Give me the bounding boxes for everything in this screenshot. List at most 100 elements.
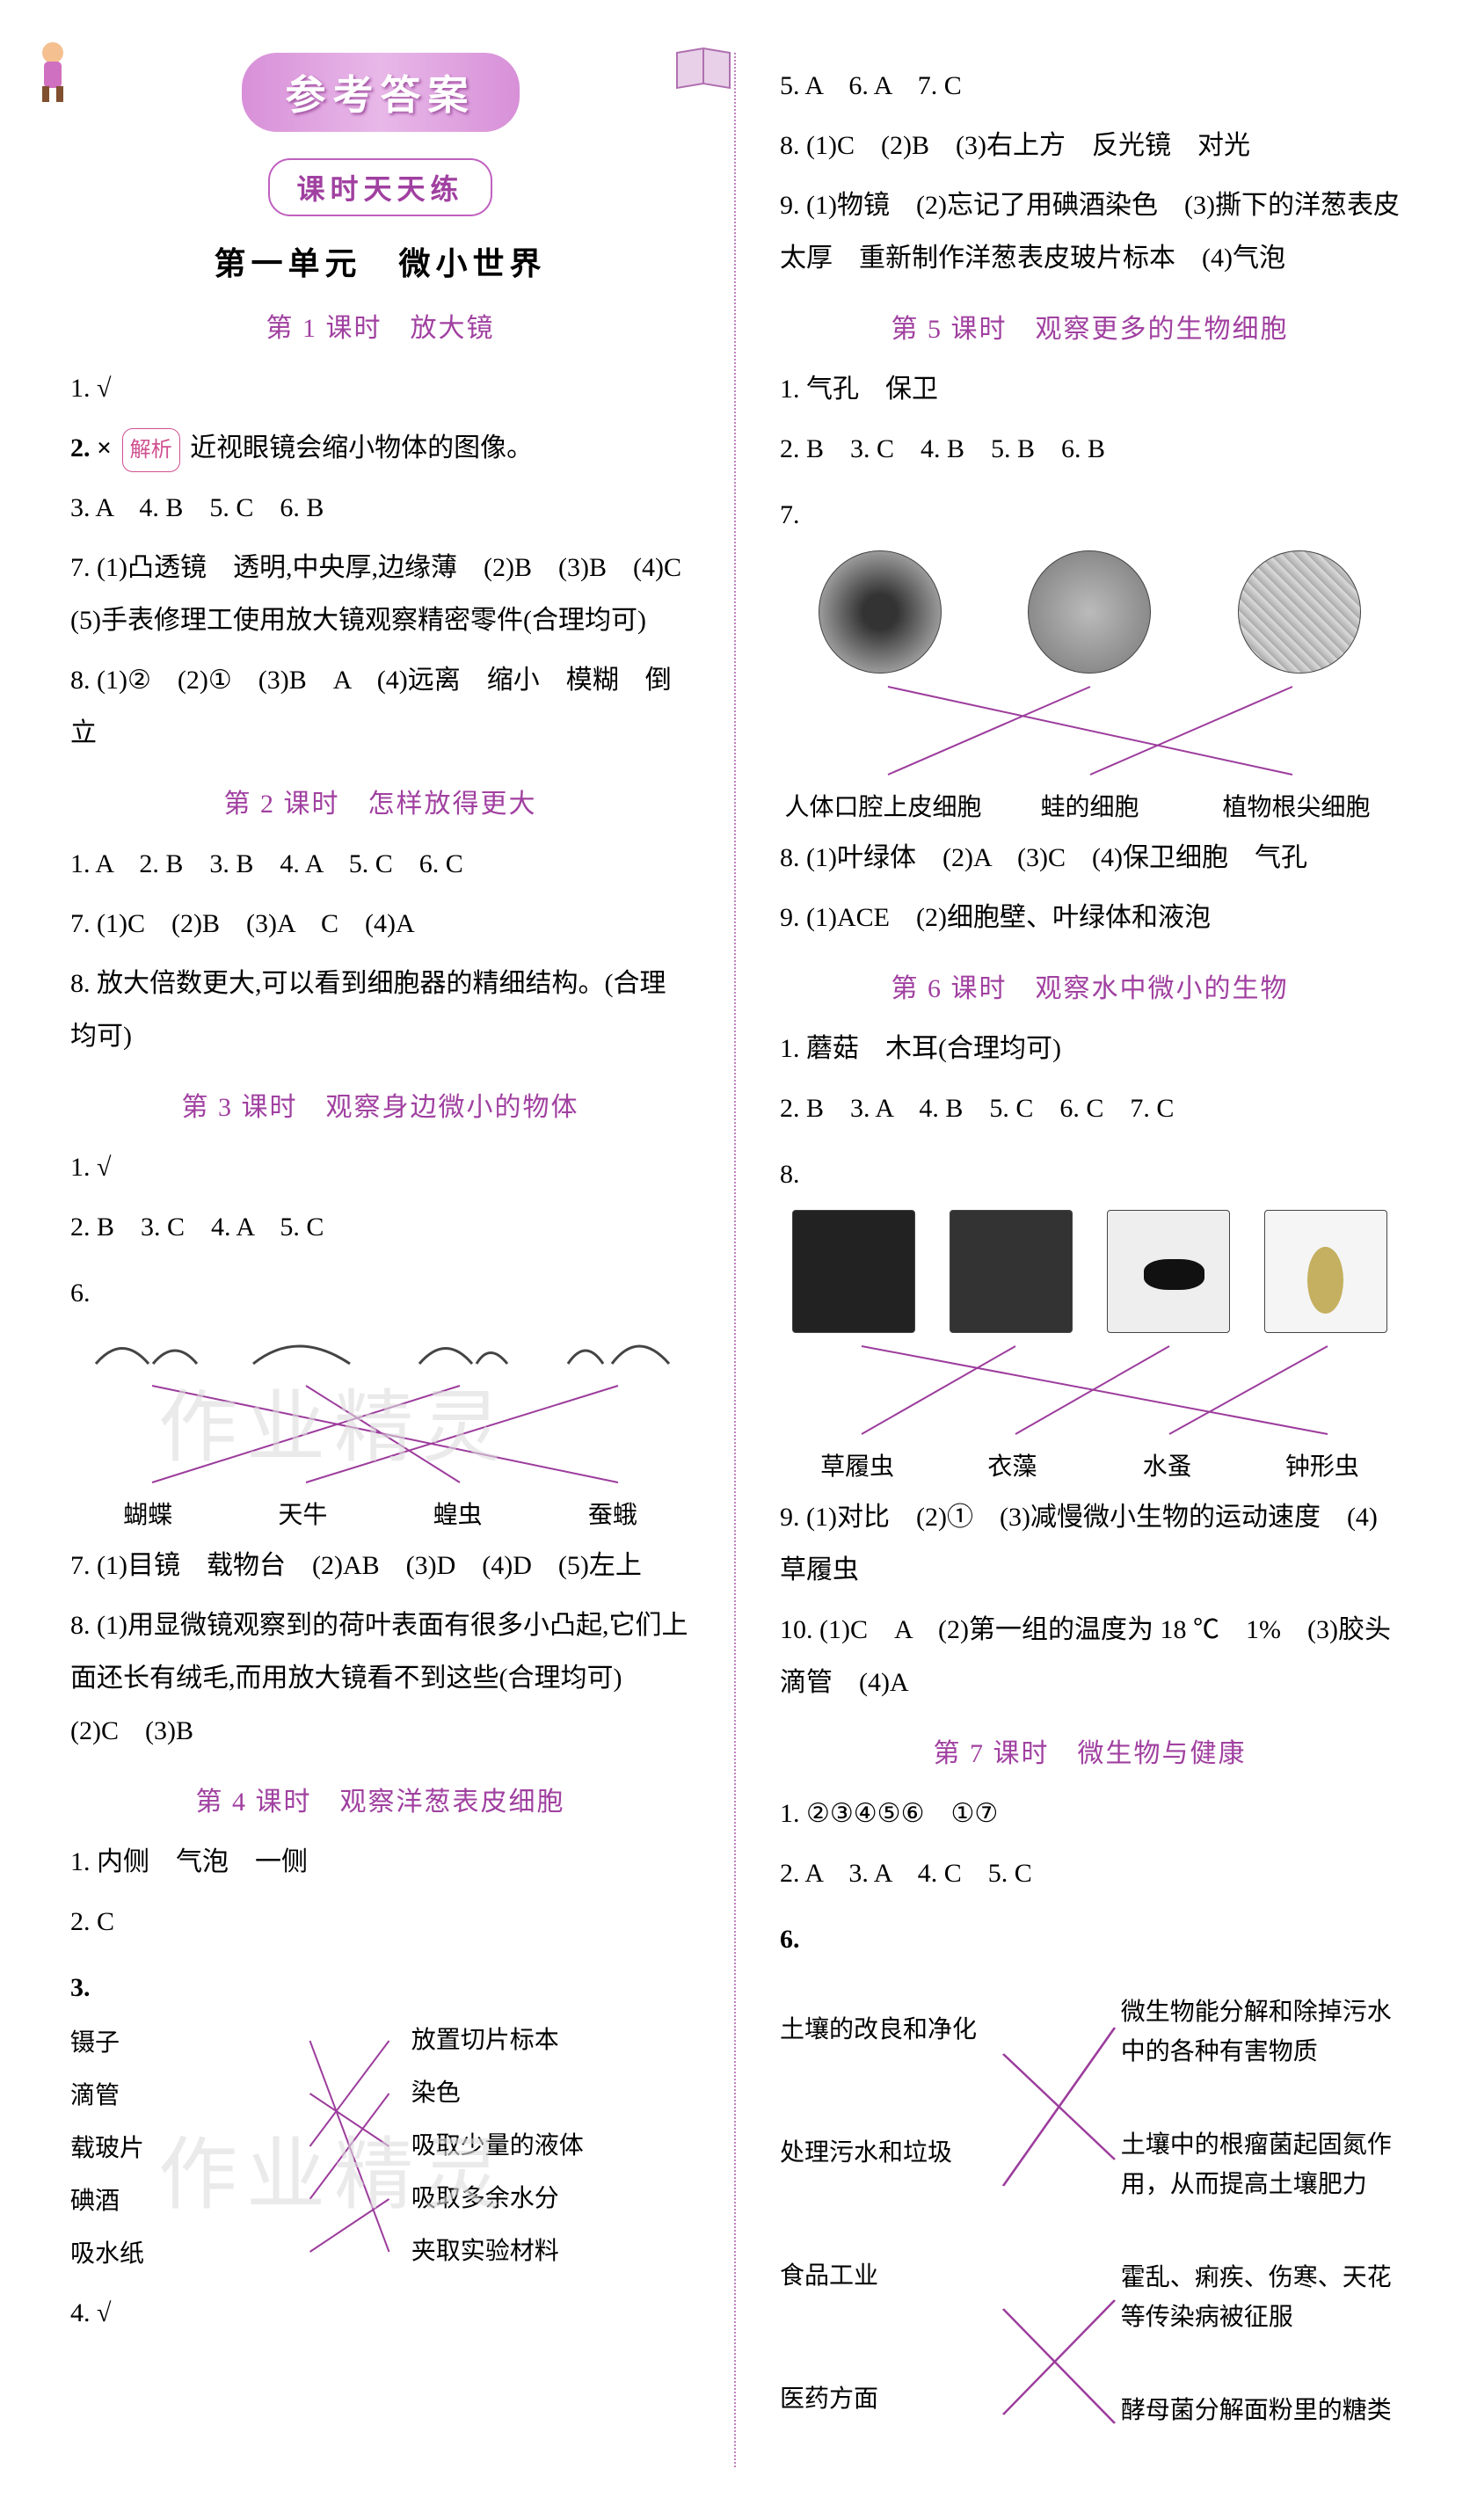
match-diagram-l7: 6. 土壤的改良和净化 处理污水和垃圾 食品工业 医药方面 微生物能分解和除掉污… [780,1913,1400,2458]
banner-title: 参考答案 [286,73,476,118]
match-item: 食品工业 [780,2256,997,2291]
lesson-title-2: 第 2 课时 怎样放得更大 [70,782,690,820]
answer-text: 近视眼镜会缩小物体的图像。 [190,433,533,462]
left-column: 参考答案 课时天天练 第一单元 微小世界 第 1 课时 放大镜 1. √ 2. … [70,53,690,2467]
answer: 1. √ [70,1141,690,1194]
match-right: 放置切片标本 染色 吸取少量的液体 吸取多余水分 夹取实验材料 [411,2014,690,2278]
answer: 2. C [70,1896,690,1948]
match-label: 蚕蛾 [535,1496,690,1531]
answer-prefix: 7. [780,489,1400,542]
organism-image [792,1210,915,1333]
answer: 2. B 3. C 4. B 5. B 6. B [780,423,1400,476]
match-item: 土壤的改良和净化 [780,2010,997,2045]
answer: 3. A 4. B 5. C 6. B [70,482,690,535]
match-labels: 人体口腔上皮细胞 蛙的细胞 植物根尖细胞 [780,788,1400,823]
match-item: 放置切片标本 [411,2021,690,2061]
match-label: 人体口腔上皮细胞 [780,788,986,823]
match-item: 载玻片 [70,2129,287,2164]
match-item: 吸取多余水分 [411,2180,690,2219]
match-right: 微生物能分解和除掉污水中的各种有害物质 土壤中的根瘤菌起固氮作用，从而提高土壤肥… [1121,1966,1400,2458]
match-diagram-l5: 7. 人体口腔上皮细胞 蛙的细胞 植物根尖细胞 [780,489,1400,823]
answer: 1. 内侧 气泡 一侧 [70,1836,690,1889]
organism-image [1107,1210,1230,1333]
cell-image [819,550,942,674]
match-labels: 草履虫 衣藻 水蚤 钟形虫 [780,1447,1400,1482]
match-left: 镊子 滴管 载玻片 碘酒 吸水纸 [70,2014,287,2278]
answer: 9. (1)物镜 (2)忘记了用碘酒染色 (3)撕下的洋葱表皮太厚 重新制作洋葱… [780,179,1400,285]
lesson-title-7: 第 7 课时 微生物与健康 [780,1731,1400,1770]
lesson-title-1: 第 1 课时 放大镜 [70,306,690,345]
answer-prefix: 8. [780,1148,1400,1201]
cell-image [1238,550,1361,674]
organism-image [1264,1210,1387,1333]
match-diagram-l3: 6. 蝴蝶 天牛 蝗虫 蚕蛾 [70,1267,690,1531]
answer-prefix: 2. × [70,433,112,462]
sub-banner-text: 课时天天练 [268,158,491,216]
answer: 10. (1)C A (2)第一组的温度为 18 ℃ 1% (3)胶头滴管 (4… [780,1604,1400,1709]
match-labels: 蝴蝶 天牛 蝗虫 蚕蛾 [70,1496,690,1531]
answer-prefix: 6. [70,1267,690,1320]
answer: 8. (1)② (2)① (3)B A (4)远离 缩小 模糊 倒立 [70,654,690,760]
match-item: 碘酒 [70,2181,287,2217]
answer: 1. √ [70,362,690,415]
match-label: 蝴蝶 [70,1496,225,1531]
match-item: 酵母菌分解面粉里的糖类 [1121,2392,1400,2431]
match-lines [73,1381,688,1487]
match-label: 衣藻 [935,1447,1089,1482]
answer: 8. (1)用显微镜观察到的荷叶表面有很多小凸起,它们上面还长有绒毛,而用放大镜… [70,1599,690,1758]
lesson-title-3: 第 3 课时 观察身边微小的物体 [70,1085,690,1124]
answer: 1. A 2. B 3. B 4. A 5. C 6. C [70,838,690,891]
answer: 7. (1)C (2)B (3)A C (4)A [70,898,690,950]
match-item: 吸取少量的液体 [411,2127,690,2167]
right-column: 5. A 6. A 7. C 8. (1)C (2)B (3)右上方 反光镜 对… [780,53,1400,2467]
answer: 8. (1)叶绿体 (2)A (3)C (4)保卫细胞 气孔 [780,832,1400,885]
match-item: 微生物能分解和除掉污水中的各种有害物质 [1121,1993,1400,2072]
insect-sketch [244,1329,359,1373]
answer: 9. (1)对比 (2)① (3)减慢微小生物的运动速度 (4)草履虫 [780,1491,1400,1597]
match-label: 蛙的细胞 [986,788,1193,823]
organism-image [950,1210,1073,1333]
answer: 2. × 解析 近视眼镜会缩小物体的图像。 [70,422,690,475]
cell-image [1028,550,1151,674]
insect-sketch [402,1329,516,1373]
lesson-title-5: 第 5 课时 观察更多的生物细胞 [780,307,1400,346]
match-label: 钟形虫 [1245,1447,1400,1482]
answer: 2. B 3. C 4. A 5. C [70,1201,690,1254]
answer-prefix: 6. [780,1925,800,1954]
lesson-title-6: 第 6 课时 观察水中微小的生物 [780,966,1400,1005]
answer: 1. ②③④⑤⑥ ①⑦ [780,1788,1400,1840]
match-item: 镊子 [70,2023,287,2058]
image-row [780,550,1400,674]
analysis-badge: 解析 [122,428,180,472]
match-left: 土壤的改良和净化 处理污水和垃圾 食品工业 医药方面 [780,1966,997,2458]
match-item: 染色 [411,2074,690,2114]
insect-sketch [559,1329,673,1373]
match-lines [782,682,1398,779]
answer-prefix: 3. [70,1973,91,2002]
match-diagram-l6: 8. 草履虫 衣藻 水蚤 钟形虫 [780,1148,1400,1482]
unit-title: 第一单元 微小世界 [70,238,690,284]
match-label: 草履虫 [780,1447,935,1482]
image-row [780,1210,1400,1333]
match-label: 植物根尖细胞 [1193,788,1400,823]
match-diagram-l4q3: 3. 镊子 滴管 载玻片 碘酒 吸水纸 放置切片标本 [70,1962,690,2278]
match-lines [997,1966,1121,2458]
insect-sketch [87,1329,201,1373]
answer: 1. 蘑菇 木耳(合理均可) [780,1023,1400,1075]
match-item: 医药方面 [780,2379,997,2414]
match-lines [782,1342,1398,1438]
answer: 8. 放大倍数更大,可以看到细胞器的精细结构。(合理均可) [70,958,690,1063]
match-label: 蝗虫 [381,1496,535,1531]
header-banner: 参考答案 [70,53,690,132]
match-item: 夹取实验材料 [411,2232,690,2272]
child-icon [26,35,79,106]
answer: 5. A 6. A 7. C [780,60,1400,113]
match-label: 水蚤 [1090,1447,1245,1482]
match-item: 霍乱、痢疾、伤寒、天花等传染病被征服 [1121,2259,1400,2338]
answer: 2. B 3. A 4. B 5. C 6. C 7. C [780,1082,1400,1135]
match-item: 吸水纸 [70,2234,287,2269]
column-divider [734,53,736,2467]
match-label: 天牛 [225,1496,380,1531]
match-item: 土壤中的根瘤菌起固氮作用，从而提高土壤肥力 [1121,2126,1400,2205]
match-lines [287,2014,411,2278]
